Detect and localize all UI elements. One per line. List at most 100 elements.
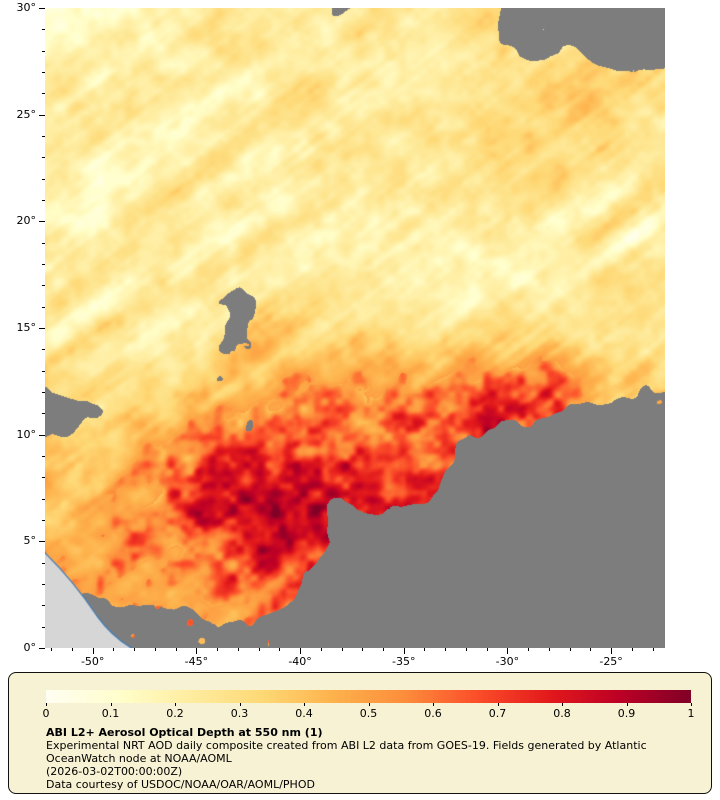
lat-major-tick — [39, 434, 45, 436]
lat-minor-tick — [42, 178, 45, 180]
lon-minor-tick — [445, 648, 447, 651]
lat-minor-tick — [42, 136, 45, 137]
lon-minor-tick — [548, 648, 550, 651]
colorbar-ticks: 0 0.1 0.2 0.3 0.4 0.5 0.6 0.7 0.8 0.9 1 — [42, 690, 695, 720]
lat-minor-tick — [42, 456, 45, 457]
lon-minor-tick — [341, 648, 343, 651]
lat-tick-label: 25° — [16, 107, 37, 121]
legend-timestamp: (2026-03-02T00:00:00Z) — [46, 765, 183, 778]
lat-minor-tick — [42, 157, 45, 159]
lon-minor-tick — [652, 648, 654, 651]
map-axes: 0° 5° 10° 15° 20° 25° 30° -50° -45° -40° -35° -30° -… — [16, 1, 654, 668]
aod-map-canvas — [45, 8, 665, 648]
lat-minor-tick — [42, 306, 45, 308]
lat-minor-tick — [42, 498, 45, 500]
lon-tick-label: -50° — [80, 655, 105, 668]
colorbar-tick-label: 0 — [42, 707, 50, 720]
lat-minor-tick — [42, 477, 45, 479]
lon-minor-tick — [486, 648, 488, 651]
colorbar-tick — [368, 703, 370, 706]
colorbar-tick — [497, 703, 499, 706]
lat-major-tick — [39, 541, 45, 543]
lon-minor-tick — [424, 648, 426, 651]
lon-major-tick — [611, 648, 613, 654]
lon-tick-label: -25° — [599, 655, 623, 668]
colorbar-tick-label: 0.8 — [553, 707, 571, 720]
lat-minor-tick — [42, 29, 45, 31]
lon-major-tick — [196, 648, 198, 654]
lat-minor-tick — [42, 349, 45, 351]
lon-minor-tick — [279, 648, 281, 651]
lon-minor-tick — [320, 648, 322, 651]
aod-map-figure: 0° 5° 10° 15° 20° 25° 30° -50° -45° -40° -35° -30° -… — [16, 1, 665, 668]
lon-tick-label: -30° — [495, 655, 520, 668]
legend-description: Experimental NRT AOD daily composite cre… — [46, 739, 647, 765]
lon-minor-tick — [237, 648, 239, 651]
lat-major-tick — [39, 328, 45, 329]
lon-minor-tick — [590, 648, 592, 651]
colorbar-tick — [110, 703, 112, 706]
colorbar-tick-label: 0.1 — [101, 707, 120, 720]
legend-text-block: ABI L2+ Aerosol Optical Depth at 550 nm … — [46, 726, 694, 791]
lat-minor-tick — [42, 520, 45, 521]
colorbar-tick — [46, 703, 47, 706]
lon-minor-tick — [154, 648, 156, 651]
lon-minor-tick — [631, 648, 633, 651]
lat-major-tick — [39, 8, 45, 9]
lon-minor-tick — [362, 648, 364, 651]
legend-title: ABI L2+ Aerosol Optical Depth at 550 nm … — [46, 726, 323, 739]
lon-minor-tick — [569, 648, 571, 651]
lat-minor-tick — [42, 72, 45, 73]
colorbar-tick — [239, 703, 241, 706]
lon-tick-label: -45° — [184, 655, 209, 668]
lat-tick-label: 15° — [16, 321, 37, 334]
colorbar-tick-label: 0.7 — [488, 707, 507, 720]
colorbar-tick — [175, 703, 176, 706]
lon-major-tick — [300, 648, 302, 654]
lon-minor-tick — [382, 648, 384, 651]
lat-major-tick — [39, 114, 45, 116]
lat-tick-label: 30° — [16, 1, 37, 14]
legend-credit: Data courtesy of USDOC/NOAA/OAR/AOML/PHO… — [46, 778, 315, 791]
lat-minor-tick — [42, 285, 45, 287]
colorbar-tick-label: 0.5 — [359, 707, 378, 720]
colorbar-tick-label: 0.6 — [424, 707, 442, 720]
lat-minor-tick — [42, 93, 45, 95]
lon-minor-tick — [71, 648, 73, 651]
colorbar-tick — [562, 703, 563, 706]
lat-tick-label: 0° — [23, 641, 37, 654]
lon-minor-tick — [217, 648, 219, 651]
colorbar-tick-label: 0.2 — [166, 707, 184, 720]
lon-minor-tick — [113, 648, 115, 651]
lat-major-tick — [39, 648, 45, 649]
lat-major-tick — [39, 221, 45, 223]
lon-minor-tick — [51, 648, 53, 651]
lon-major-tick — [92, 648, 94, 654]
lat-tick-label: 5° — [23, 534, 37, 548]
colorbar-tick — [691, 703, 692, 706]
lat-minor-tick — [42, 392, 45, 393]
lat-tick-label: 20° — [16, 214, 37, 228]
lat-minor-tick — [42, 605, 45, 607]
colorbar-tick — [433, 703, 434, 706]
lon-minor-tick — [175, 648, 177, 651]
lon-minor-tick — [528, 648, 530, 651]
lon-tick-label: -35° — [391, 655, 416, 668]
lat-minor-tick — [42, 264, 45, 265]
lat-minor-tick — [42, 584, 45, 585]
colorbar-tick-label: 0.9 — [617, 707, 636, 720]
lat-minor-tick — [42, 50, 45, 52]
lon-tick-label: -40° — [288, 655, 312, 668]
lon-major-tick — [507, 648, 509, 654]
lon-minor-tick — [258, 648, 260, 651]
colorbar-canvas — [46, 690, 691, 703]
lon-major-tick — [403, 648, 405, 654]
lon-minor-tick — [465, 648, 467, 651]
lat-minor-tick — [42, 200, 45, 201]
colorbar-tick-label: 0.3 — [230, 707, 249, 720]
colorbar-tick-label: 0.4 — [295, 707, 313, 720]
lat-minor-tick — [42, 562, 45, 564]
lat-minor-tick — [42, 413, 45, 415]
colorbar-tick-label: 1 — [687, 707, 695, 720]
